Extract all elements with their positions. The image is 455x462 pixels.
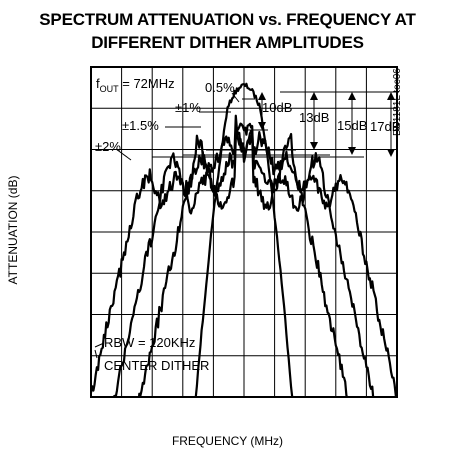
series-line [91,132,397,397]
dither-label-2: ±2% [95,139,121,154]
atten-label-17db: 17dB [370,119,400,134]
center-dither-label: CENTER DITHER [104,358,209,373]
arrow-column [387,92,395,157]
dither-label-1: ±1% [175,100,201,115]
series-line [194,82,294,397]
arrow-column [348,92,356,155]
fout-label: fOUT = 72MHz [96,76,175,94]
rbw-label: RBW = 120KHz [104,335,195,350]
plot-frame [90,66,398,398]
annotations: fOUT = 72MHz 0.5% ±1% ±1.5% ±2% 10dB 13d… [94,68,403,373]
arrow-column [310,92,318,150]
y-axis-label: ATTENUATION (dB) [6,175,20,285]
chart-title: SPECTRUM ATTENUATION vs. FREQUENCY AT DI… [0,8,455,54]
chart-title-line-2: DIFFERENT DITHER AMPLITUDES [91,33,364,52]
atten-label-10db: 10dB [262,100,292,115]
x-axis-label: FREQUENCY (MHz) [171,434,284,448]
dither-label-1-5: ±1.5% [122,118,159,133]
arrow-column [258,92,266,130]
attenuation-arrows [258,92,395,157]
chart-title-line-1: SPECTRUM ATTENUATION vs. FREQUENCY AT [39,10,416,29]
dither-label-0-5: 0.5% [205,80,235,95]
